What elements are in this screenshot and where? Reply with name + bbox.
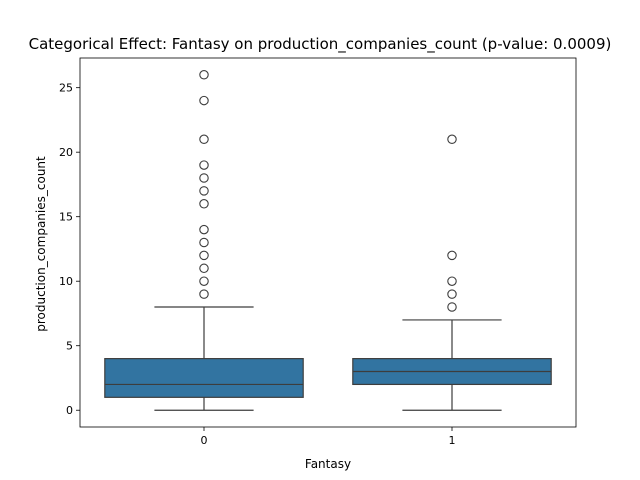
outlier-point — [199, 263, 209, 274]
outlier-point — [199, 70, 209, 80]
outlier-point — [199, 237, 209, 248]
y-tick-label: 5 — [66, 340, 73, 353]
outlier-point — [199, 276, 209, 286]
y-tick-label: 10 — [59, 275, 73, 288]
y-tick-label: 0 — [66, 404, 73, 417]
y-tick-label: 15 — [59, 211, 73, 224]
plot-frame — [79, 57, 577, 428]
box-cat-0 — [104, 358, 304, 398]
outlier-point — [199, 250, 209, 261]
x-tick-label: 1 — [449, 434, 456, 447]
outlier-point — [447, 276, 457, 286]
outlier-point — [199, 160, 209, 170]
outlier-point — [447, 250, 457, 261]
chart-title: Categorical Effect: Fantasy on productio… — [29, 35, 612, 54]
plot-area — [104, 70, 552, 411]
outlier-point — [199, 199, 209, 209]
outlier-point — [199, 134, 209, 145]
x-axis-label: Fantasy — [305, 457, 351, 471]
outlier-point — [199, 95, 209, 106]
outlier-point — [199, 186, 209, 196]
y-tick-label: 25 — [59, 82, 73, 95]
x-tick-label: 0 — [201, 434, 208, 447]
outlier-point — [447, 302, 457, 312]
y-axis-label: production_companies_count — [34, 156, 48, 332]
outlier-point — [447, 289, 457, 299]
outlier-point — [199, 289, 209, 299]
outlier-point — [447, 134, 457, 145]
outlier-point — [199, 173, 209, 183]
y-tick-label: 20 — [59, 146, 73, 159]
outlier-point — [199, 224, 209, 235]
